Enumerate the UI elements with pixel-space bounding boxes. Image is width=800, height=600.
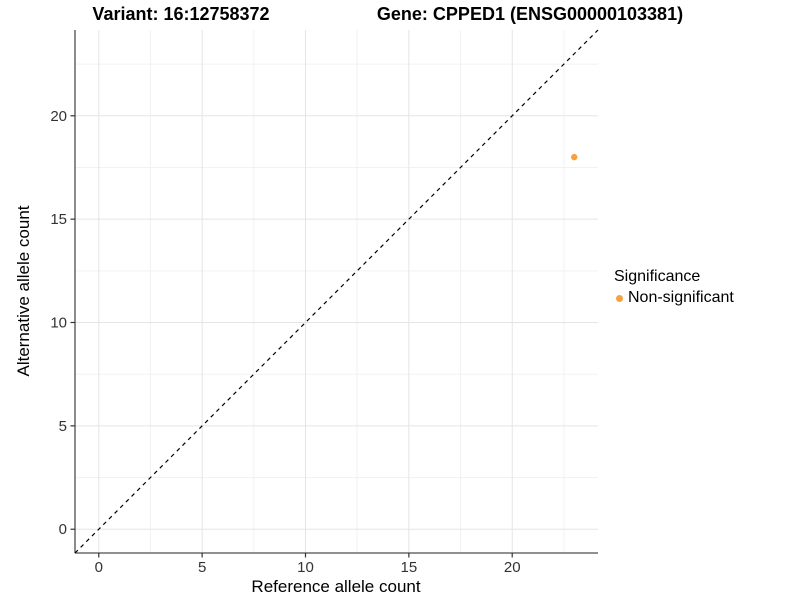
y-tick-label: 20: [50, 108, 67, 125]
x-tick-label: 15: [401, 559, 418, 576]
x-tick-label: 5: [198, 559, 206, 576]
identity-line: [74, 29, 599, 554]
x-tick-label: 0: [95, 559, 103, 576]
x-tick-label: 10: [297, 559, 314, 576]
axis-ticks: 0 5 10 15 20 0 5 10 15 20: [50, 108, 520, 576]
legend-dot-icon: [616, 294, 623, 302]
grid-major: [75, 30, 598, 553]
x-tick-label: 20: [504, 559, 521, 576]
legend-title: Significance: [614, 268, 701, 285]
gene-title: Gene: CPPED1 (ENSG00000103381): [376, 4, 684, 24]
y-tick-label: 0: [59, 521, 67, 538]
y-tick-label: 5: [59, 418, 67, 435]
y-tick-label: 15: [50, 211, 67, 228]
legend: Significance Non-significant: [614, 268, 734, 307]
legend-item-label: Non-significant: [628, 289, 734, 306]
legend-item-non-significant: Non-significant: [614, 289, 734, 307]
y-tick-label: 10: [50, 315, 67, 332]
variant-title: Variant: 16:12758372: [92, 4, 270, 24]
grid-minor: [75, 30, 598, 553]
data-point: [571, 153, 578, 161]
y-axis-title: Alternative allele count: [14, 205, 33, 377]
x-axis-title: Reference allele count: [251, 577, 421, 596]
